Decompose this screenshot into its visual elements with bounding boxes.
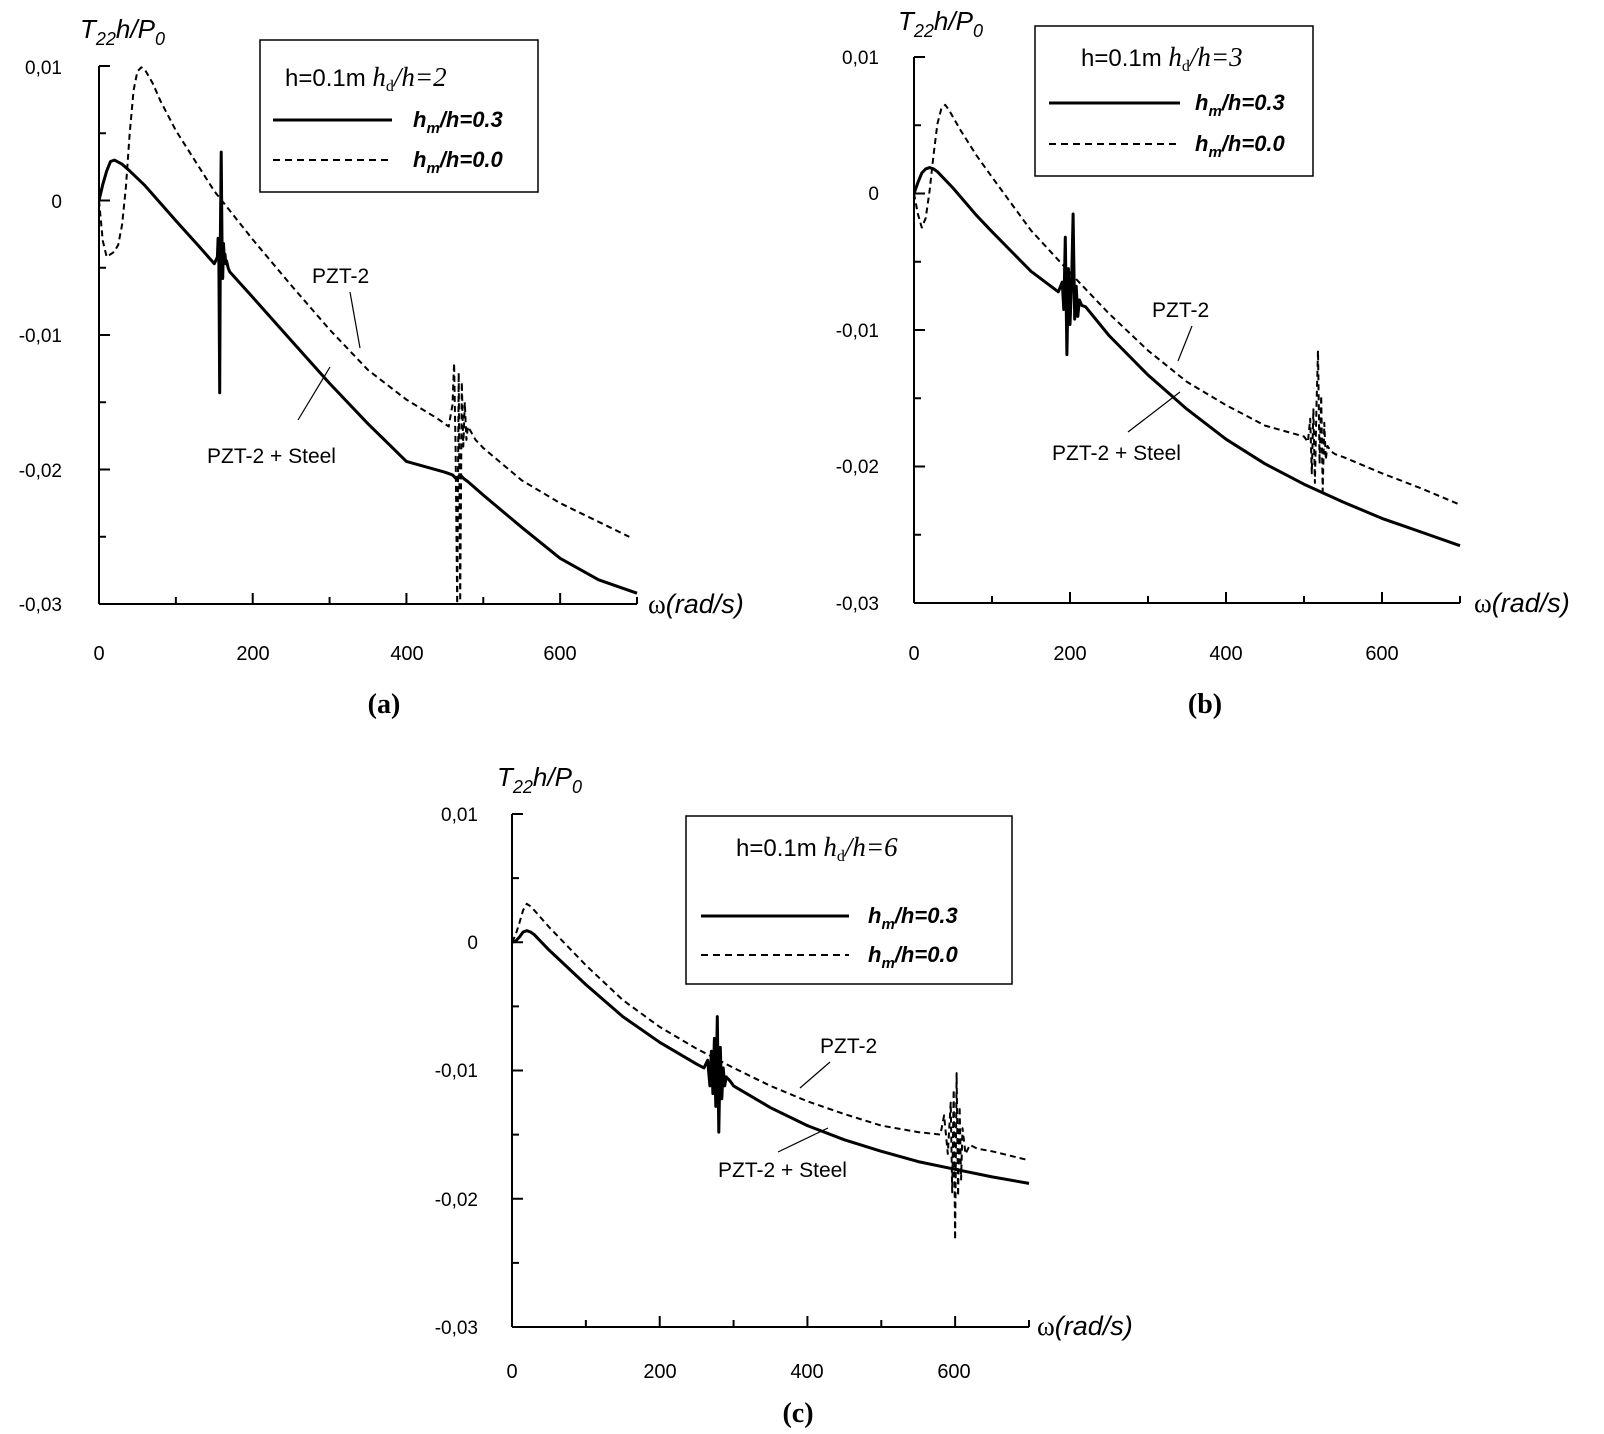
- annotation-pzt2: PZT-2: [312, 265, 369, 288]
- x-tick-label: 600: [937, 1361, 970, 1383]
- annotation-pzt2: PZT-2: [1152, 299, 1209, 322]
- series-line-hm-0.0: [915, 103, 1461, 506]
- y-tick-label: 0,01: [842, 48, 879, 69]
- y-tick-label: -0,02: [435, 1190, 478, 1211]
- legend-entry: hm/h=0.0: [868, 942, 959, 972]
- x-axis-label: ω(rad/s): [648, 589, 744, 619]
- series-line-hm-0.3: [915, 166, 1461, 548]
- y-axis-label: T22h/P0: [497, 762, 582, 797]
- legend-title: h=0.1m hd/h=6: [736, 832, 898, 865]
- x-tick-labels: 0 200 400 600: [93, 643, 576, 665]
- y-ticks: [512, 813, 523, 1328]
- x-ticks: [98, 593, 638, 604]
- y-axis-label: T22h/P0: [898, 6, 983, 41]
- annotation-leader: [297, 366, 331, 421]
- x-tick-label: 200: [236, 643, 269, 665]
- panel-b: T22h/P0 0,01 0 -0,01 -0,02 -0,03 0 200 4…: [836, 6, 1570, 720]
- y-tick-label: -0,03: [836, 594, 879, 615]
- x-tick-labels: 0 200 400 600: [908, 643, 1398, 665]
- annotation-leader: [777, 1127, 829, 1153]
- panel-label: (c): [782, 1398, 813, 1429]
- x-tick-label: 0: [506, 1361, 517, 1383]
- y-tick-labels: 0,01 0 -0,01 -0,02 -0,03: [19, 58, 62, 616]
- legend-entry: hm/h=0.3: [868, 903, 958, 933]
- series-line-hm-0.0: [513, 902, 1030, 1241]
- y-tick-labels: 0,01 0 -0,01 -0,02 -0,03: [836, 48, 879, 615]
- y-tick-labels: 0,01 0 -0,01 -0,02 -0,03: [435, 805, 478, 1339]
- panel-a: T22h/P0 0,01 0 -0,01 -0,02 -0,03 0 200 4…: [19, 14, 744, 720]
- x-tick-labels: 0 200 400 600: [506, 1361, 970, 1383]
- y-tick-label: -0,01: [19, 326, 62, 347]
- y-tick-label: 0: [467, 933, 478, 954]
- annotation-leader: [349, 291, 361, 349]
- x-tick-label: 0: [93, 643, 104, 665]
- panel-c: T22h/P0 0,01 0 -0,01 -0,02 -0,03 0 200 4…: [435, 762, 1133, 1429]
- y-tick-label: 0: [51, 192, 62, 213]
- x-tick-label: 600: [1365, 643, 1398, 665]
- legend-entry: hm/h=0.0: [413, 147, 504, 177]
- x-axis-label: ω(rad/s): [1474, 588, 1570, 618]
- x-ticks: [913, 592, 1461, 603]
- y-tick-label: -0,03: [435, 1318, 478, 1339]
- y-ticks: [914, 56, 925, 604]
- annotation-leader: [799, 1061, 831, 1089]
- x-tick-label: 400: [1209, 643, 1242, 665]
- legend-title: h=0.1m hd/h=2: [285, 62, 447, 95]
- annotation-pzt2-steel: PZT-2 + Steel: [1052, 442, 1181, 465]
- y-ticks: [99, 65, 110, 605]
- x-tick-label: 0: [908, 643, 919, 665]
- annotation-pzt2-steel: PZT-2 + Steel: [207, 445, 336, 468]
- series-line-hm-0.3: [513, 929, 1030, 1185]
- legend-title: h=0.1m hd/h=3: [1081, 42, 1243, 75]
- x-tick-label: 200: [1053, 643, 1086, 665]
- x-ticks: [511, 1316, 1030, 1327]
- series-line-hm-0.0: [100, 66, 630, 605]
- y-axis-label: T22h/P0: [80, 14, 165, 49]
- series-line-hm-0.3: [100, 150, 638, 595]
- x-tick-label: 400: [790, 1361, 823, 1383]
- series-lines: [915, 103, 1461, 548]
- annotation-pzt2-steel: PZT-2 + Steel: [718, 1159, 847, 1182]
- y-tick-label: -0,01: [435, 1061, 478, 1082]
- legend-box: [1034, 25, 1314, 177]
- y-tick-label: 0,01: [441, 805, 478, 826]
- y-tick-label: 0,01: [25, 58, 62, 79]
- y-tick-label: 0: [868, 184, 879, 205]
- y-tick-label: -0,02: [19, 461, 62, 482]
- panel-label: (b): [1188, 689, 1222, 720]
- legend-entry: hm/h=0.3: [413, 107, 503, 137]
- y-tick-label: -0,01: [836, 321, 879, 342]
- y-tick-label: -0,02: [836, 457, 879, 478]
- series-lines: [100, 66, 638, 605]
- y-tick-label: -0,03: [19, 595, 62, 616]
- panel-label: (a): [368, 689, 401, 720]
- x-tick-label: 600: [543, 643, 576, 665]
- legend-entry: hm/h=0.0: [1195, 131, 1286, 161]
- annotation-pzt2: PZT-2: [820, 1035, 877, 1058]
- legend-entry: hm/h=0.3: [1195, 90, 1285, 120]
- x-tick-label: 400: [390, 643, 423, 665]
- series-lines: [513, 902, 1030, 1241]
- x-axis-label: ω(rad/s): [1037, 1311, 1133, 1341]
- annotation-leader: [1127, 391, 1181, 433]
- x-tick-label: 200: [643, 1361, 676, 1383]
- legend-box: [259, 39, 539, 193]
- annotation-leader: [1177, 325, 1193, 362]
